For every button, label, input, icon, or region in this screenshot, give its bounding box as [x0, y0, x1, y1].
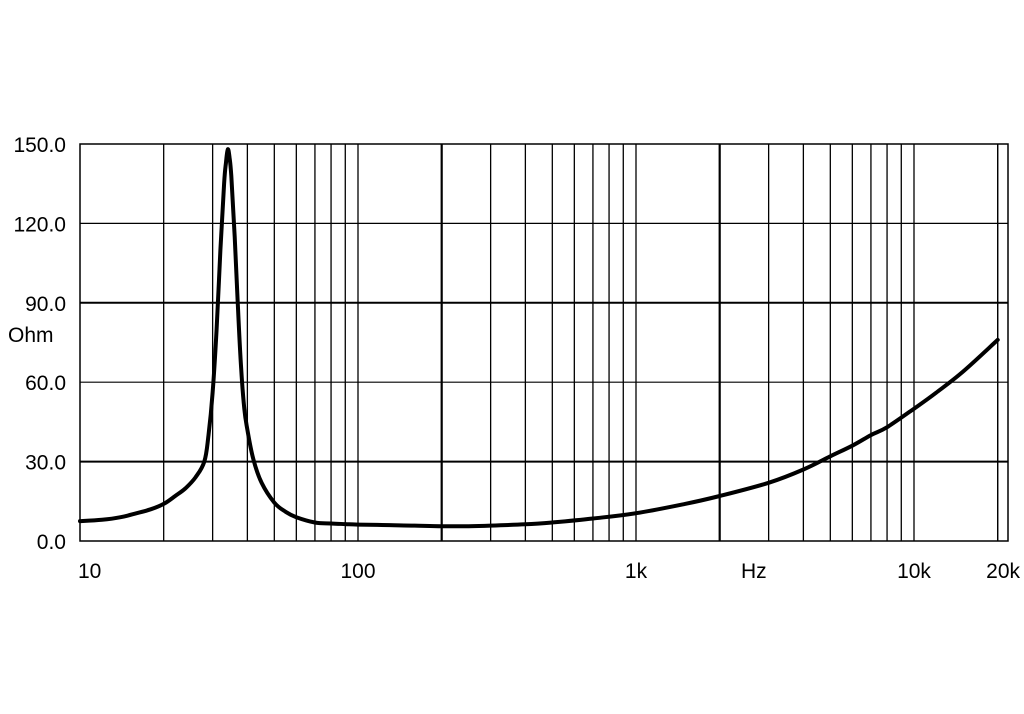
- x-tick-label: 10: [78, 560, 101, 583]
- y-tick-label: 120.0: [13, 213, 66, 236]
- minor-gridlines: [163, 144, 999, 541]
- y-tick-label: 0.0: [37, 531, 66, 554]
- x-tick-label: 20k: [986, 560, 1020, 583]
- x-axis-label: Hz: [741, 560, 767, 583]
- impedance-curve: [78, 147, 1000, 529]
- y-tick-label: 90.0: [25, 293, 66, 316]
- y-tick-label: 60.0: [25, 372, 66, 395]
- x-tick-label: 1k: [625, 560, 648, 583]
- plot-frame: [79, 143, 1009, 542]
- x-tick-label: 10k: [897, 560, 931, 583]
- x-tick-label: 100: [340, 560, 375, 583]
- x-tick-labels: 10 100 1k 10k 20k: [78, 560, 1020, 583]
- major-gridlines: [80, 144, 1008, 541]
- y-tick-labels: 0.0 30.0 60.0 90.0 120.0 150.0: [13, 134, 66, 554]
- y-tick-label: 30.0: [25, 452, 66, 475]
- y-axis-label: Ohm: [8, 324, 54, 347]
- y-tick-label: 150.0: [13, 134, 66, 157]
